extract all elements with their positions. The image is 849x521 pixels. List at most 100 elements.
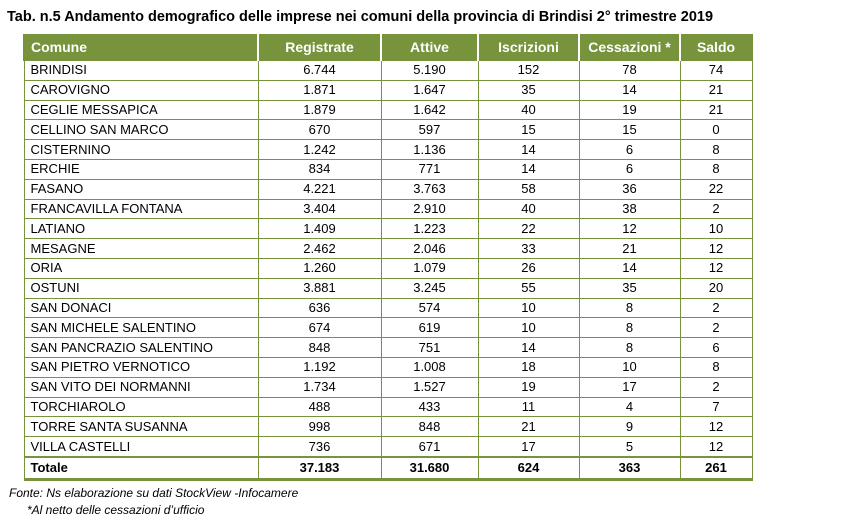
cell-iscrizioni: 10 — [477, 297, 580, 319]
table-row: SAN PANCRAZIO SALENTINO 848 751 14 8 6 — [23, 337, 753, 358]
table-row: TORCHIAROLO 488 433 11 4 7 — [23, 396, 753, 418]
column-header-cessazioni: Cessazioni * — [578, 34, 681, 60]
cell-comune: VILLA CASTELLI — [23, 436, 259, 458]
data-table: Comune Registrate Attive Iscrizioni Cess… — [23, 34, 753, 481]
cell-iscrizioni: 18 — [477, 356, 580, 378]
cell-cessazioni: 78 — [578, 58, 681, 81]
cell-saldo: 12 — [679, 257, 753, 279]
cell-saldo: 20 — [679, 277, 753, 299]
cell-cessazioni: 6 — [578, 158, 681, 180]
cell-comune: LATIANO — [23, 218, 259, 240]
column-header-attive: Attive — [380, 34, 479, 60]
column-header-comune: Comune — [23, 34, 259, 60]
cell-attive: 574 — [380, 297, 479, 319]
cell-attive: 1.008 — [380, 356, 479, 378]
column-header-iscrizioni: Iscrizioni — [477, 34, 580, 60]
cell-comune: CEGLIE MESSAPICA — [23, 99, 259, 121]
cell-attive: 3.763 — [380, 178, 479, 200]
cell-comune: CISTERNINO — [23, 139, 259, 160]
cell-comune: CELLINO SAN MARCO — [23, 119, 259, 141]
cell-iscrizioni: 14 — [477, 139, 580, 160]
cell-cessazioni: 9 — [578, 416, 681, 438]
cell-registrate: 3.404 — [257, 198, 382, 220]
cell-iscrizioni: 14 — [477, 158, 580, 180]
cell-registrate: 488 — [257, 396, 382, 418]
cell-saldo: 12 — [679, 416, 753, 438]
table-row: CISTERNINO 1.242 1.136 14 6 8 — [23, 139, 753, 160]
cell-attive: 1.527 — [380, 376, 479, 398]
cell-cessazioni: 5 — [578, 436, 681, 458]
cell-registrate: 998 — [257, 416, 382, 438]
cell-iscrizioni: 55 — [477, 277, 580, 299]
cell-cessazioni: 19 — [578, 99, 681, 121]
cell-iscrizioni: 10 — [477, 317, 580, 339]
cell-attive: 1.223 — [380, 218, 479, 240]
cell-attive: 597 — [380, 119, 479, 141]
table-row: TORRE SANTA SUSANNA 998 848 21 9 12 — [23, 416, 753, 438]
cell-registrate: 1.409 — [257, 218, 382, 240]
cell-attive: 5.190 — [380, 58, 479, 81]
cell-registrate: 674 — [257, 317, 382, 339]
cell-saldo: 6 — [679, 337, 753, 358]
cell-iscrizioni: 14 — [477, 337, 580, 358]
cell-iscrizioni: 19 — [477, 376, 580, 398]
cell-saldo: 2 — [679, 297, 753, 319]
cell-comune: FASANO — [23, 178, 259, 200]
cell-cessazioni: 12 — [578, 218, 681, 240]
table-row: OSTUNI 3.881 3.245 55 35 20 — [23, 277, 753, 299]
cell-saldo: 21 — [679, 79, 753, 101]
cell-cessazioni: 14 — [578, 79, 681, 101]
cell-cessazioni: 36 — [578, 178, 681, 200]
cell-comune: SAN PIETRO VERNOTICO — [23, 356, 259, 378]
cell-comune: CAROVIGNO — [23, 79, 259, 101]
cell-registrate: 736 — [257, 436, 382, 458]
header-row: Comune Registrate Attive Iscrizioni Cess… — [23, 34, 753, 60]
table-row: MESAGNE 2.462 2.046 33 21 12 — [23, 238, 753, 259]
cell-cessazioni: 4 — [578, 396, 681, 418]
cell-iscrizioni: 22 — [477, 218, 580, 240]
table-title: Tab. n.5 Andamento demografico delle imp… — [7, 9, 714, 25]
cell-cessazioni: 14 — [578, 257, 681, 279]
cell-comune: MESAGNE — [23, 238, 259, 259]
cell-registrate: 1.192 — [257, 356, 382, 378]
table-row: ORIA 1.260 1.079 26 14 12 — [23, 257, 753, 279]
cell-attive: 433 — [380, 396, 479, 418]
cell-cessazioni: 10 — [578, 356, 681, 378]
cell-iscrizioni: 35 — [477, 79, 580, 101]
cell-attive: 848 — [380, 416, 479, 438]
table-row: SAN DONACI 636 574 10 8 2 — [23, 297, 753, 319]
total-cell-iscrizioni: 624 — [477, 455, 580, 481]
cell-iscrizioni: 33 — [477, 238, 580, 259]
cell-attive: 671 — [380, 436, 479, 458]
cell-comune: ORIA — [23, 257, 259, 279]
cell-attive: 3.245 — [380, 277, 479, 299]
table-row: CEGLIE MESSAPICA 1.879 1.642 40 19 21 — [23, 99, 753, 121]
cell-iscrizioni: 40 — [477, 198, 580, 220]
total-cell-comune: Totale — [23, 455, 259, 481]
cell-saldo: 2 — [679, 198, 753, 220]
cell-attive: 2.046 — [380, 238, 479, 259]
cell-registrate: 1.734 — [257, 376, 382, 398]
cell-saldo: 12 — [679, 238, 753, 259]
total-row: Totale 37.183 31.680 624 363 261 — [23, 455, 753, 481]
table-row: VILLA CASTELLI 736 671 17 5 12 — [23, 436, 753, 458]
cell-iscrizioni: 15 — [477, 119, 580, 141]
cell-comune: OSTUNI — [23, 277, 259, 299]
cell-comune: BRINDISI — [23, 58, 259, 81]
table-row: FRANCAVILLA FONTANA 3.404 2.910 40 38 2 — [23, 198, 753, 220]
cell-saldo: 10 — [679, 218, 753, 240]
table-body: BRINDISI 6.744 5.190 152 78 74 CAROVIGNO 1.871 1… — [23, 58, 753, 481]
source-note: Fonte: Ns elaborazione su dati StockView… — [9, 486, 299, 500]
cell-comune: ERCHIE — [23, 158, 259, 180]
footnote: *Al netto delle cessazioni d’ufficio — [27, 503, 205, 517]
table-row: LATIANO 1.409 1.223 22 12 10 — [23, 218, 753, 240]
cell-comune: TORRE SANTA SUSANNA — [23, 416, 259, 438]
total-cell-cessazioni: 363 — [578, 455, 681, 481]
cell-registrate: 1.242 — [257, 139, 382, 160]
cell-saldo: 12 — [679, 436, 753, 458]
cell-iscrizioni: 40 — [477, 99, 580, 121]
cell-attive: 751 — [380, 337, 479, 358]
column-header-registrate: Registrate — [257, 34, 382, 60]
cell-iscrizioni: 26 — [477, 257, 580, 279]
cell-comune: SAN PANCRAZIO SALENTINO — [23, 337, 259, 358]
